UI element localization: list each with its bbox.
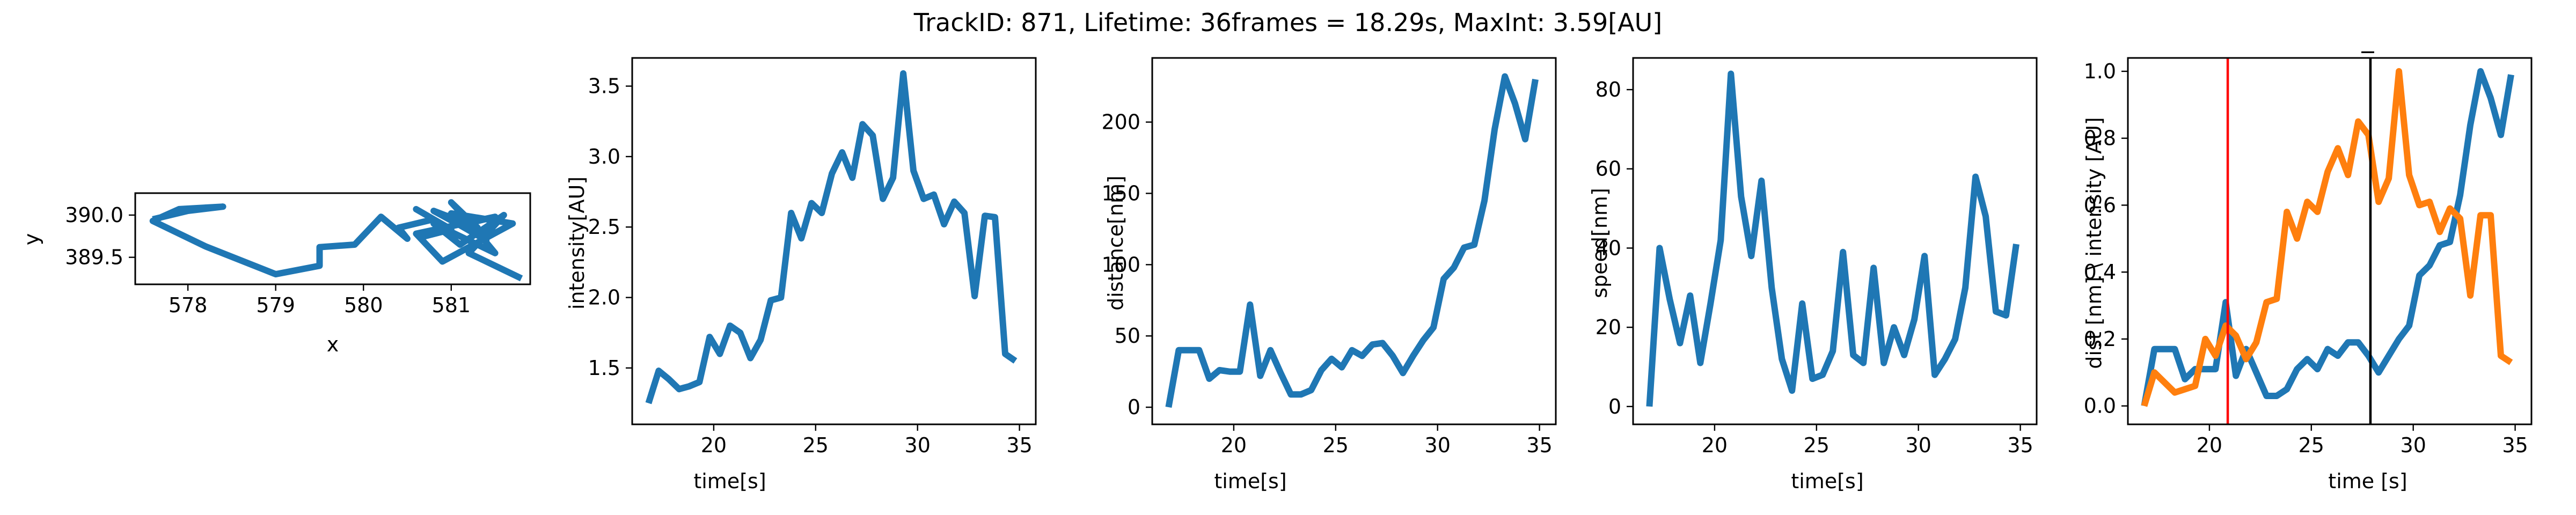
y-tick-label-speed: 80 — [1596, 78, 1621, 101]
y-tick-label-distance: 100 — [1101, 253, 1140, 276]
ylabel-normalized: dist [nm] \ intensity [AU] — [2082, 117, 2106, 369]
x-tick-label-intensity: 20 — [701, 433, 727, 457]
y-tick-label-distance: 150 — [1101, 181, 1140, 205]
y-tick-label-normalized: 1.0 — [2084, 60, 2116, 83]
xlabel-normalized: time [s] — [2328, 469, 2407, 493]
y-tick-label-intensity: 1.5 — [588, 356, 620, 380]
x-tick-label-intensity: 30 — [905, 433, 931, 457]
chart-trajectory: 578 579 580 581 389.5 390.0 — [65, 192, 531, 317]
axes-frame-trajectory — [134, 192, 531, 285]
series-line-speed-1 — [1646, 70, 2019, 407]
panel-trajectory: x y — [20, 233, 339, 356]
chart-distance: 20 25 30 35 0 50 100 150 200 — [1101, 57, 1557, 457]
y-tick-label-intensity: 3.0 — [588, 145, 620, 168]
series-line-intensity-1 — [645, 70, 1018, 404]
series-line-trajectory-1 — [149, 199, 523, 282]
chart-intensity: 20 25 30 35 1.5 2.0 2.5 3.0 3.5 — [588, 57, 1037, 457]
x-tick-label-speed: 30 — [1906, 433, 1931, 457]
y-tick-label-intensity: 2.0 — [588, 286, 620, 310]
x-tick-label-trajectory: 579 — [256, 293, 295, 317]
x-tick-label-normalized: 25 — [2299, 433, 2324, 457]
x-tick-label-normalized: 30 — [2401, 433, 2426, 457]
y-tick-label-normalized: 0.4 — [2084, 260, 2116, 284]
x-tick-label-distance: 35 — [1526, 433, 1552, 457]
ylabel-trajectory: y — [20, 233, 43, 246]
ylabel-intensity: intensity[AU] — [565, 176, 589, 310]
y-tick-label-trajectory: 389.5 — [65, 246, 123, 269]
x-tick-label-speed: 25 — [1804, 433, 1829, 457]
y-tick-label-normalized: 0.6 — [2084, 193, 2116, 217]
x-tick-label-intensity: 35 — [1006, 433, 1032, 457]
x-tick-label-distance: 30 — [1425, 433, 1451, 457]
axes-frame-intensity — [631, 57, 1037, 425]
x-tick-label-distance: 20 — [1221, 433, 1247, 457]
y-tick-label-distance: 0 — [1128, 395, 1140, 419]
series-line-normalized-1 — [2141, 68, 2514, 407]
xlabel-intensity: time[s] — [693, 469, 766, 493]
panel-intensity: time[s] intensity[AU] — [565, 176, 766, 493]
y-tick-label-normalized: 0.0 — [2084, 394, 2116, 418]
xlabel-speed: time[s] — [1791, 469, 1863, 493]
x-tick-label-speed: 20 — [1702, 433, 1728, 457]
x-tick-label-trajectory: 578 — [169, 293, 208, 317]
panel-speed: time[s] speed[nm] — [1588, 188, 1864, 493]
axes-frame-speed — [1632, 57, 2038, 425]
x-tick-label-trajectory: 581 — [432, 293, 471, 317]
series-line-normalized-2 — [2141, 68, 2513, 407]
y-tick-label-normalized: 0.8 — [2084, 127, 2116, 150]
y-tick-label-intensity: 2.5 — [588, 215, 620, 239]
y-tick-label-trajectory: 390.0 — [65, 203, 123, 227]
title-normalized: _ — [2361, 24, 2375, 53]
y-tick-label-normalized: 0.2 — [2084, 327, 2116, 351]
ylabel-distance: distance[nm] — [1104, 175, 1128, 311]
axes-frame-distance — [1151, 57, 1557, 425]
x-tick-label-trajectory: 580 — [344, 293, 383, 317]
x-tick-label-normalized: 20 — [2197, 433, 2222, 457]
x-tick-label-intensity: 25 — [803, 433, 829, 457]
xlabel-distance: time[s] — [1214, 469, 1286, 493]
chart-speed: 20 25 30 35 0 20 40 60 80 — [1596, 57, 2038, 457]
y-tick-label-speed: 40 — [1596, 236, 1621, 260]
y-tick-label-intensity: 3.5 — [588, 75, 620, 98]
chart-normalized: 20 25 30 35 0.0 0.2 0.4 0.6 0.8 1.0 — [2084, 57, 2533, 457]
axes-frame-normalized — [2127, 57, 2533, 425]
y-tick-label-distance: 50 — [1115, 324, 1140, 348]
y-tick-label-speed: 0 — [1608, 395, 1621, 418]
xlabel-trajectory: x — [327, 333, 339, 356]
y-tick-label-distance: 200 — [1101, 111, 1140, 134]
panel-distance: time[s] distance[nm] — [1104, 175, 1287, 493]
x-tick-label-normalized: 35 — [2502, 433, 2528, 457]
figure-title: TrackID: 871, Lifetime: 36frames = 18.29… — [913, 8, 1663, 37]
panel-normalized: _ time [s] dist [nm] \ intensity [AU] — [2082, 24, 2407, 493]
y-tick-label-speed: 60 — [1596, 157, 1621, 181]
ylabel-speed: speed[nm] — [1588, 188, 1612, 298]
x-tick-label-distance: 25 — [1323, 433, 1349, 457]
x-tick-label-speed: 35 — [2007, 433, 2033, 457]
y-tick-label-speed: 20 — [1596, 315, 1621, 339]
series-line-distance-1 — [1165, 73, 1539, 408]
